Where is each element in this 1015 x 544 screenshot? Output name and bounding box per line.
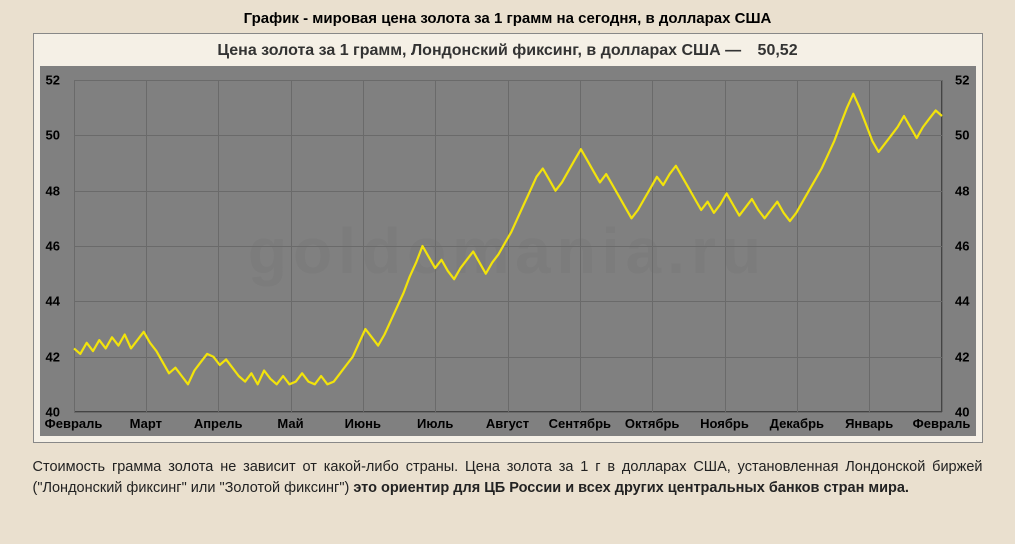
chart-title-text: Цена золота за 1 грамм, Лондонский фикси… [217, 42, 741, 59]
chart-title-value: 50,52 [758, 42, 798, 60]
plot-area: goldomania.ru 40404242444446464848505052… [40, 66, 976, 436]
caption-paragraph: Стоимость грамма золота не зависит от ка… [33, 457, 983, 499]
caption-bold: это ориентир для ЦБ России и всех других… [353, 480, 909, 496]
page-title: График - мировая цена золота за 1 грамм … [0, 0, 1015, 33]
chart-title: Цена золота за 1 грамм, Лондонский фикси… [40, 38, 976, 66]
chart-container: Цена золота за 1 грамм, Лондонский фикси… [33, 33, 983, 443]
price-series-line [74, 94, 942, 385]
